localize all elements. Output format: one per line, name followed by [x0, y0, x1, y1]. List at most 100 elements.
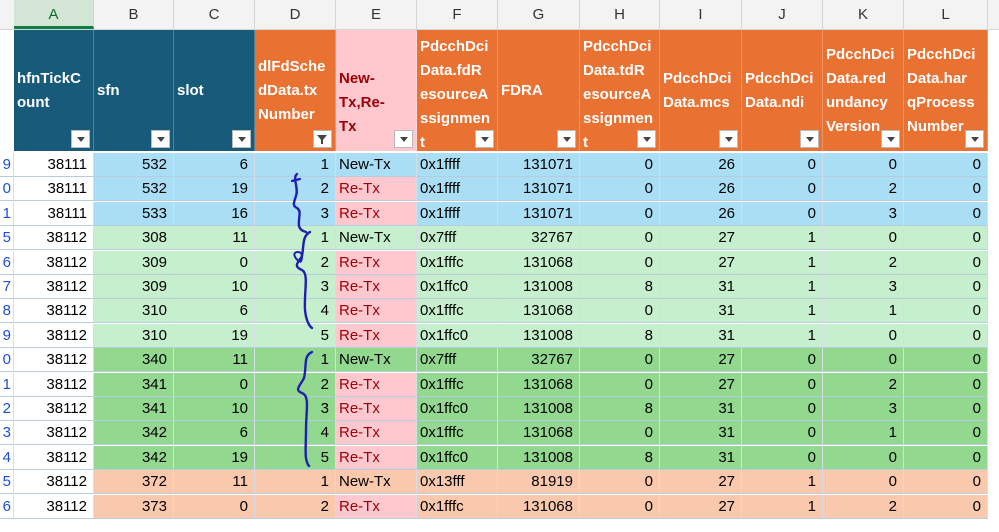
cell-tx-type[interactable]: Re-Tx — [336, 201, 417, 226]
cell-fdra[interactable]: 32767 — [498, 348, 580, 373]
cell-ndi[interactable]: 1 — [742, 250, 823, 275]
cell-harq-process-number[interactable]: 0 — [904, 177, 988, 202]
cell-tx-number[interactable]: 1 — [255, 226, 336, 251]
cell-slot[interactable]: 11 — [174, 226, 255, 251]
cell-fdra[interactable]: 131008 — [498, 323, 580, 348]
cell-redundancy-version[interactable]: 0 — [823, 348, 904, 373]
cell-sfn[interactable]: 341 — [94, 372, 174, 397]
cell-slot[interactable]: 11 — [174, 470, 255, 495]
row-number[interactable]: 6 — [0, 250, 14, 275]
cell-sfn[interactable]: 340 — [94, 348, 174, 373]
filter-active-icon[interactable] — [313, 130, 332, 148]
cell-tx-number[interactable]: 5 — [255, 323, 336, 348]
row-number[interactable]: 5 — [0, 226, 14, 251]
cell-hfn-tick-count[interactable]: 38112 — [14, 421, 94, 446]
column-letter-l[interactable]: L — [904, 0, 988, 29]
cell-fdra[interactable]: 131008 — [498, 445, 580, 470]
cell-td-resource-assignment[interactable]: 0 — [580, 250, 660, 275]
cell-slot[interactable]: 19 — [174, 323, 255, 348]
filter-dropdown-icon[interactable] — [232, 130, 251, 148]
cell-fd-resource-assignment[interactable]: 0x1fffc — [417, 372, 498, 397]
cell-td-resource-assignment[interactable]: 0 — [580, 348, 660, 373]
cell-harq-process-number[interactable]: 0 — [904, 153, 988, 177]
cell-tx-number[interactable]: 4 — [255, 421, 336, 446]
row-number[interactable]: 0 — [0, 348, 14, 373]
cell-ndi[interactable]: 0 — [742, 201, 823, 226]
cell-slot[interactable]: 16 — [174, 201, 255, 226]
cell-mcs[interactable]: 31 — [660, 445, 742, 470]
cell-sfn[interactable]: 309 — [94, 250, 174, 275]
column-letter-e[interactable]: E — [336, 0, 417, 29]
cell-tx-type[interactable]: New-Tx — [336, 226, 417, 251]
cell-hfn-tick-count[interactable]: 38112 — [14, 372, 94, 397]
cell-fd-resource-assignment[interactable]: 0x1fffc — [417, 250, 498, 275]
cell-td-resource-assignment[interactable]: 0 — [580, 421, 660, 446]
cell-sfn[interactable]: 310 — [94, 299, 174, 324]
cell-tx-number[interactable]: 1 — [255, 470, 336, 495]
cell-mcs[interactable]: 27 — [660, 250, 742, 275]
cell-redundancy-version[interactable]: 2 — [823, 250, 904, 275]
cell-fdra[interactable]: 131068 — [498, 250, 580, 275]
cell-td-resource-assignment[interactable]: 8 — [580, 275, 660, 299]
cell-harq-process-number[interactable]: 0 — [904, 323, 988, 348]
cell-tx-number[interactable]: 2 — [255, 494, 336, 519]
cell-mcs[interactable]: 27 — [660, 226, 742, 251]
row-number[interactable]: 5 — [0, 470, 14, 495]
cell-tx-number[interactable]: 2 — [255, 250, 336, 275]
filter-dropdown-icon[interactable] — [71, 130, 90, 148]
cell-slot[interactable]: 11 — [174, 348, 255, 373]
row-number[interactable]: 2 — [0, 397, 14, 421]
cell-tx-type[interactable]: Re-Tx — [336, 275, 417, 299]
cell-hfn-tick-count[interactable]: 38112 — [14, 470, 94, 495]
cell-fdra[interactable]: 32767 — [498, 226, 580, 251]
cell-slot[interactable]: 6 — [174, 299, 255, 324]
cell-mcs[interactable]: 27 — [660, 470, 742, 495]
cell-tx-number[interactable]: 2 — [255, 177, 336, 202]
cell-td-resource-assignment[interactable]: 8 — [580, 445, 660, 470]
cell-ndi[interactable]: 0 — [742, 153, 823, 177]
cell-ndi[interactable]: 1 — [742, 323, 823, 348]
cell-ndi[interactable]: 0 — [742, 397, 823, 421]
cell-harq-process-number[interactable]: 0 — [904, 348, 988, 373]
cell-td-resource-assignment[interactable]: 0 — [580, 494, 660, 519]
cell-ndi[interactable]: 0 — [742, 421, 823, 446]
cell-fdra[interactable]: 131071 — [498, 177, 580, 202]
cell-harq-process-number[interactable]: 0 — [904, 201, 988, 226]
cell-sfn[interactable]: 373 — [94, 494, 174, 519]
cell-tx-type[interactable]: Re-Tx — [336, 421, 417, 446]
cell-td-resource-assignment[interactable]: 0 — [580, 153, 660, 177]
row-number[interactable]: 4 — [0, 445, 14, 470]
cell-tx-type[interactable]: New-Tx — [336, 348, 417, 373]
cell-slot[interactable]: 6 — [174, 153, 255, 177]
filter-dropdown-icon[interactable] — [151, 130, 170, 148]
column-letter-c[interactable]: C — [174, 0, 255, 29]
cell-mcs[interactable]: 31 — [660, 275, 742, 299]
cell-fd-resource-assignment[interactable]: 0x1fffc — [417, 494, 498, 519]
filter-dropdown-icon[interactable] — [637, 130, 656, 148]
cell-tx-type[interactable]: Re-Tx — [336, 299, 417, 324]
row-number[interactable]: 7 — [0, 275, 14, 299]
cell-fd-resource-assignment[interactable]: 0x1ffff — [417, 177, 498, 202]
cell-ndi[interactable]: 0 — [742, 348, 823, 373]
cell-mcs[interactable]: 26 — [660, 177, 742, 202]
cell-td-resource-assignment[interactable]: 0 — [580, 226, 660, 251]
cell-hfn-tick-count[interactable]: 38112 — [14, 299, 94, 324]
cell-tx-type[interactable]: Re-Tx — [336, 445, 417, 470]
cell-harq-process-number[interactable]: 0 — [904, 250, 988, 275]
cell-tx-number[interactable]: 2 — [255, 372, 336, 397]
cell-hfn-tick-count[interactable]: 38112 — [14, 445, 94, 470]
cell-sfn[interactable]: 308 — [94, 226, 174, 251]
cell-fdra[interactable]: 81919 — [498, 470, 580, 495]
cell-ndi[interactable]: 1 — [742, 470, 823, 495]
cell-redundancy-version[interactable]: 0 — [823, 153, 904, 177]
cell-harq-process-number[interactable]: 0 — [904, 494, 988, 519]
cell-hfn-tick-count[interactable]: 38111 — [14, 201, 94, 226]
cell-slot[interactable]: 0 — [174, 494, 255, 519]
column-letter-g[interactable]: G — [498, 0, 580, 29]
filter-dropdown-icon[interactable] — [965, 130, 984, 148]
cell-mcs[interactable]: 31 — [660, 299, 742, 324]
cell-td-resource-assignment[interactable]: 0 — [580, 372, 660, 397]
row-number[interactable]: 3 — [0, 421, 14, 446]
cell-mcs[interactable]: 27 — [660, 494, 742, 519]
cell-sfn[interactable]: 341 — [94, 397, 174, 421]
